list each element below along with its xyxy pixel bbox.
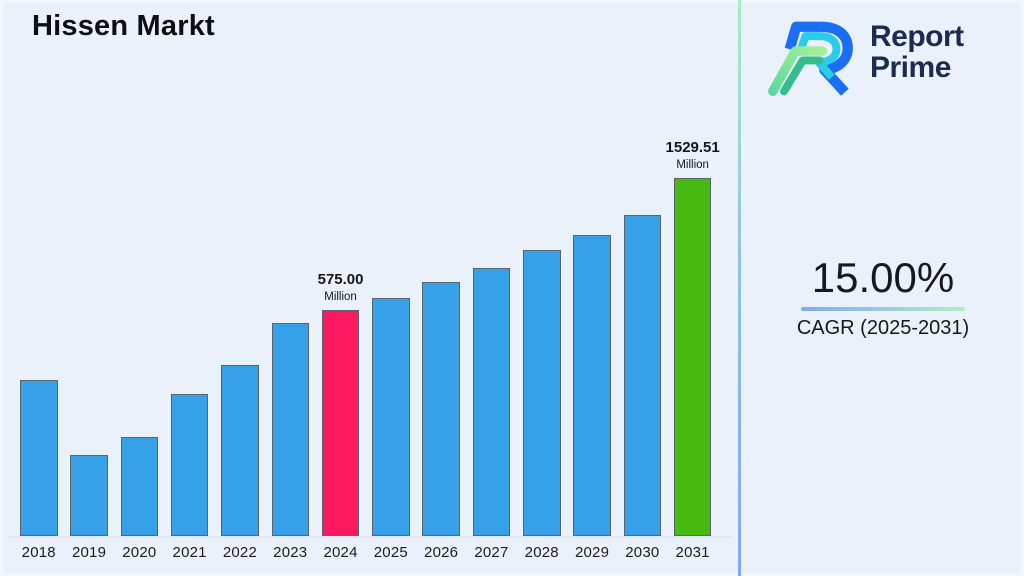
bar-2027 bbox=[472, 268, 511, 536]
annotation-unit: Million bbox=[676, 158, 709, 171]
bar-2031 bbox=[673, 178, 712, 536]
x-tick-label-2029: 2029 bbox=[574, 544, 610, 561]
bar-2019 bbox=[70, 455, 108, 536]
x-tick-label-2021: 2021 bbox=[172, 544, 207, 561]
x-tick-label-2025: 2025 bbox=[373, 544, 408, 561]
report-prime-logo-icon bbox=[768, 21, 853, 96]
x-tick-label-2028: 2028 bbox=[524, 544, 559, 561]
cagr-block: 15.00% CAGR (2025-2031) bbox=[795, 254, 971, 340]
x-tick-label-2027: 2027 bbox=[474, 544, 509, 561]
cagr-value: 15.00% bbox=[811, 254, 955, 301]
bar-2030 bbox=[623, 215, 662, 536]
x-tick-label-2031: 2031 bbox=[675, 544, 710, 561]
brand-name-line2: Prime bbox=[870, 51, 951, 84]
annotation-unit: Million bbox=[324, 290, 357, 303]
page-title: Hissen Markt bbox=[32, 10, 215, 42]
bar-2018 bbox=[20, 380, 58, 536]
x-tick-label-2018: 2018 bbox=[21, 544, 56, 561]
brand-name: Report Prime bbox=[870, 21, 964, 83]
bar-2029 bbox=[573, 235, 611, 536]
x-tick-label-2023: 2023 bbox=[273, 544, 308, 561]
bar-2025 bbox=[372, 298, 410, 536]
x-tick-label-2026: 2026 bbox=[424, 544, 459, 561]
divider-line bbox=[738, 0, 741, 576]
x-tick-label-2019: 2019 bbox=[71, 544, 107, 561]
cagr-label: CAGR (2025-2031) bbox=[796, 317, 970, 339]
cagr-underline bbox=[801, 307, 965, 311]
bar-2023 bbox=[271, 323, 309, 536]
x-tick-label-2024: 2024 bbox=[323, 544, 358, 561]
brand-name-line1: Report bbox=[870, 20, 964, 53]
bar-2028 bbox=[523, 250, 561, 536]
annotation-value: 575.00 bbox=[317, 271, 364, 288]
brand-logo: Report Prime bbox=[766, 8, 964, 96]
bar-2022 bbox=[221, 365, 259, 536]
x-axis-line bbox=[8, 536, 732, 538]
bar-2020 bbox=[120, 437, 159, 536]
annotation-value: 1529.51 bbox=[665, 139, 720, 156]
value-annotation-2031: 1529.51 Million bbox=[665, 139, 720, 171]
x-tick-label-2022: 2022 bbox=[222, 544, 258, 561]
value-annotation-2024: 575.00 Million bbox=[317, 271, 364, 303]
bar-2021 bbox=[170, 394, 209, 536]
x-tick-label-2020: 2020 bbox=[122, 544, 157, 561]
x-tick-label-2030: 2030 bbox=[625, 544, 660, 561]
bar-2026 bbox=[422, 282, 460, 536]
bar-2024 bbox=[321, 310, 360, 536]
